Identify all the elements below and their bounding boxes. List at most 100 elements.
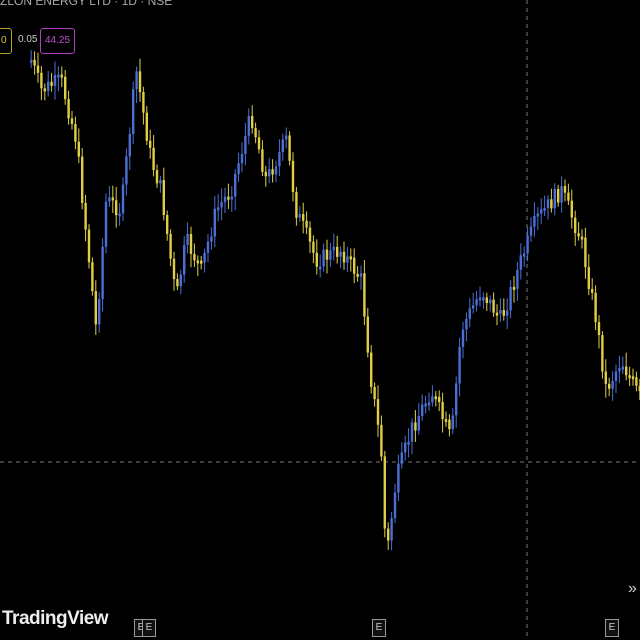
candle-body xyxy=(84,202,87,230)
candle-body xyxy=(492,299,495,313)
event-marker[interactable]: E xyxy=(605,619,619,637)
candle-body xyxy=(162,180,165,216)
candle-body xyxy=(628,375,631,379)
candle-body xyxy=(482,297,485,301)
candle-body xyxy=(489,299,492,304)
candle-body xyxy=(159,180,162,184)
candle-body xyxy=(60,74,63,78)
candle-body xyxy=(281,139,284,153)
candles xyxy=(30,50,640,551)
candle-body xyxy=(451,415,454,430)
candle-body xyxy=(618,368,621,372)
candle-body xyxy=(329,250,332,260)
candle-body xyxy=(98,299,101,325)
candle-body xyxy=(43,88,46,92)
candle-body xyxy=(495,312,499,316)
candle-body xyxy=(108,197,111,202)
candle-body xyxy=(128,134,131,157)
candle-body xyxy=(339,251,342,257)
candle-body xyxy=(468,308,471,319)
candle-body xyxy=(213,208,216,237)
candle-body xyxy=(417,416,420,431)
candle-body xyxy=(57,74,60,78)
candle-body xyxy=(414,422,417,431)
candle-body xyxy=(254,128,257,138)
candle-body xyxy=(319,266,322,270)
candle-body xyxy=(597,322,601,336)
candle-body xyxy=(227,196,230,200)
candle-body xyxy=(268,169,271,177)
event-marker[interactable]: E xyxy=(372,619,386,637)
candle-body xyxy=(264,171,267,177)
watermark: TradingView xyxy=(2,608,109,629)
candle-body xyxy=(285,135,288,140)
candle-body xyxy=(509,286,512,311)
candle-body xyxy=(312,241,315,253)
candle-body xyxy=(404,442,407,453)
candle-body xyxy=(383,456,386,529)
candle-body xyxy=(478,297,482,301)
candle-body xyxy=(448,419,451,430)
indicator-badge[interactable]: 0 xyxy=(0,28,12,54)
candle-body xyxy=(359,273,363,277)
symbol-header[interactable]: ZLON ENERGY LTD · 1D · NSE xyxy=(0,0,173,8)
candle-body xyxy=(200,260,203,264)
candle-body xyxy=(274,166,278,175)
candle-body xyxy=(206,241,210,253)
candle-body xyxy=(410,422,414,442)
candle-body xyxy=(506,310,509,316)
candle-body xyxy=(298,214,301,218)
candle-body xyxy=(458,346,461,384)
candle-body xyxy=(77,141,80,157)
candle-body xyxy=(74,124,77,142)
candle-body xyxy=(570,200,573,218)
candle-body xyxy=(438,396,441,403)
candle-body xyxy=(64,76,67,100)
candle-body xyxy=(332,246,335,251)
candle-body xyxy=(81,156,84,203)
indicator-badge[interactable]: 0.05 xyxy=(18,34,38,45)
candle-body xyxy=(315,252,318,267)
candle-body xyxy=(584,237,587,268)
candle-body xyxy=(587,267,590,289)
candle-body xyxy=(523,253,526,257)
candle-body xyxy=(390,518,393,541)
candle-body xyxy=(625,366,628,376)
candle-body xyxy=(611,380,614,389)
candle-body xyxy=(560,186,563,203)
candle-body xyxy=(240,154,244,164)
candle-body xyxy=(526,235,529,254)
candle-body xyxy=(444,419,448,423)
candle-body xyxy=(580,236,584,240)
candle-body xyxy=(516,269,519,289)
candle-body xyxy=(366,316,369,353)
candle-body xyxy=(499,310,502,314)
candle-body xyxy=(536,213,539,217)
indicator-badge[interactable]: 44.25 xyxy=(40,28,76,54)
candle-body xyxy=(210,236,213,242)
candle-body xyxy=(461,329,465,347)
candle-body xyxy=(427,402,431,406)
candle-body xyxy=(393,492,397,519)
candle-body xyxy=(577,233,580,237)
candle-body xyxy=(400,452,403,464)
candle-body xyxy=(591,288,594,293)
candle-body xyxy=(36,65,40,73)
candle-body xyxy=(421,404,424,417)
candle-body xyxy=(342,251,346,263)
candle-body xyxy=(373,386,376,400)
candle-body xyxy=(512,286,516,290)
scroll-right[interactable]: » xyxy=(628,580,637,597)
candle-body xyxy=(336,246,339,257)
candle-body xyxy=(635,377,638,386)
candle-body xyxy=(189,233,193,254)
candle-body xyxy=(353,257,356,274)
candle-body xyxy=(356,273,359,277)
candle-body xyxy=(291,160,295,192)
candle-body xyxy=(217,207,220,211)
event-marker[interactable]: E xyxy=(142,619,156,637)
candle-body xyxy=(172,258,176,280)
candle-body xyxy=(322,249,325,267)
candle-body xyxy=(230,196,233,200)
